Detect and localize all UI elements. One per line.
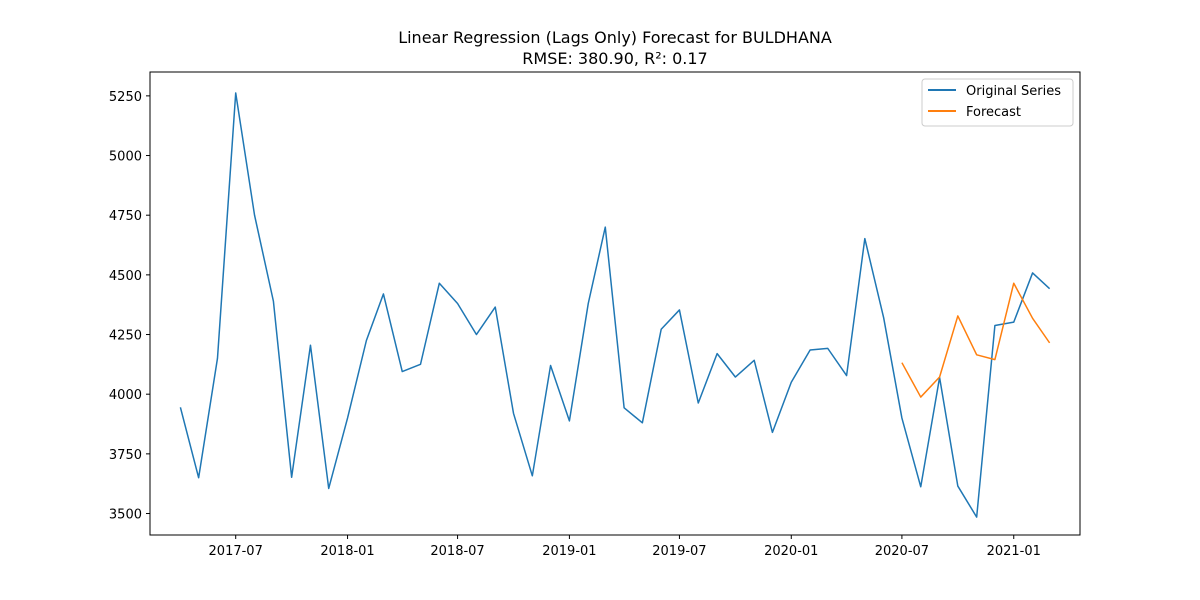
y-tick-label: 5000 bbox=[109, 150, 142, 165]
legend-box bbox=[921, 78, 1074, 127]
y-tick-label: 3500 bbox=[109, 508, 142, 523]
x-tick-label: 2021-01 bbox=[987, 544, 1041, 559]
x-tick-label: 2019-07 bbox=[652, 544, 706, 559]
x-tick-label: 2020-07 bbox=[875, 544, 929, 559]
plot-area: 2017-07 2018-01 2018-07 2019-01 2019-07 2020-… bbox=[109, 71, 1081, 559]
x-tick-label: 2017-07 bbox=[209, 544, 263, 559]
x-tick-label: 2018-07 bbox=[430, 544, 484, 559]
y-tick-label: 5250 bbox=[109, 90, 142, 105]
legend-label: Original Series bbox=[966, 84, 1061, 99]
x-tick-label: 2019-01 bbox=[542, 544, 596, 559]
chart-title: Linear Regression (Lags Only) Forecast f… bbox=[398, 28, 832, 47]
y-tick-label: 4500 bbox=[109, 269, 142, 284]
y-tick-label: 4750 bbox=[109, 209, 142, 224]
y-tick-label: 3750 bbox=[109, 448, 142, 463]
x-tick-label: 2018-01 bbox=[320, 544, 374, 559]
y-tick-label: 4250 bbox=[109, 329, 142, 344]
x-tick-label: 2020-01 bbox=[764, 544, 818, 559]
chart-subtitle: RMSE: 380.90, R²: 0.17 bbox=[522, 49, 707, 68]
legend-label: Forecast bbox=[966, 105, 1021, 120]
series-line-forecast bbox=[901, 282, 1051, 398]
axes-frame bbox=[149, 71, 1081, 536]
y-tick-label: 4000 bbox=[109, 388, 142, 403]
series-line-original-series bbox=[179, 92, 1051, 518]
